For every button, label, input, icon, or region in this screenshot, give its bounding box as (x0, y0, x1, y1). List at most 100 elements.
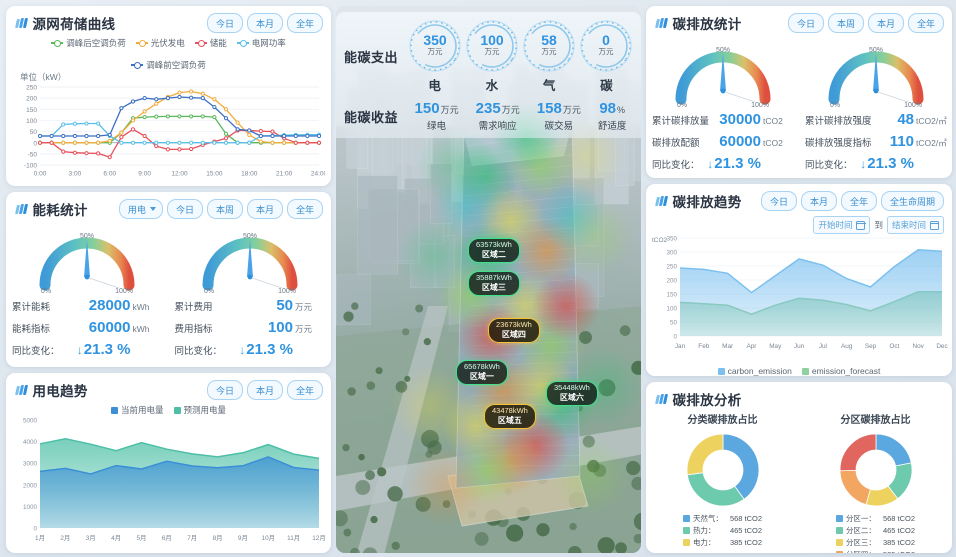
svg-text:Jan: Jan (675, 343, 686, 350)
svg-text:Sep: Sep (865, 343, 877, 350)
legend-label: 当前用电量 (120, 405, 164, 415)
expense-metric[interactable]: 0 万元碳 (578, 18, 634, 94)
svg-text:Nov: Nov (912, 343, 924, 350)
expense-metric[interactable]: 100 万元水 (464, 18, 520, 94)
tab-month[interactable]: 本月 (246, 199, 283, 219)
legend-item[interactable]: carbon_emission (717, 366, 792, 376)
svg-text:100%: 100% (278, 288, 296, 295)
income-group: 150万元 绿电 235万元 需求响应 158万元 碳交易 98% 舒适度 (406, 100, 635, 132)
svg-text:15:00: 15:00 (206, 171, 223, 178)
tab-week[interactable]: 本周 (206, 199, 243, 219)
tab-today[interactable]: 今日 (760, 191, 797, 211)
zone-energy-label[interactable]: 43478kWh 区域五 (484, 404, 536, 429)
card-source-net-load-curve: 源网荷储曲线 今日 本月 全年 调峰后空调负荷 光伏发电 储能 电网功率 调峰前空调负荷… (6, 6, 331, 186)
start-date-input[interactable]: 开始时间 (813, 216, 871, 234)
svg-text:0: 0 (33, 140, 37, 147)
zone-name: 区域六 (559, 392, 584, 402)
legend-item[interactable]: 光伏发电 (135, 37, 185, 49)
legend-item[interactable]: 调峰前空调负荷 (131, 59, 206, 71)
zone-energy-value: 63573kWh (476, 240, 512, 249)
donut-legend-item[interactable]: 热力： 465 tCO2 (682, 525, 762, 536)
svg-text:万元: 万元 (484, 47, 499, 56)
tab-today[interactable]: 今日 (206, 13, 243, 33)
donut-legend-item[interactable]: 电力： 385 tCO2 (682, 537, 762, 548)
zone-energy-value: 35887kWh (476, 273, 512, 282)
expense-metric[interactable]: 350 万元电 (407, 18, 463, 94)
metric-target-value: 60000 (719, 132, 761, 150)
tab-today[interactable]: 今日 (206, 380, 243, 400)
donut-legend-item[interactable]: 分区二： 465 tCO2 (835, 525, 915, 536)
tab-today[interactable]: 今日 (787, 13, 824, 33)
tab-year[interactable]: 全年 (907, 13, 944, 33)
zone-name: 区域五 (497, 415, 522, 425)
tab-month[interactable]: 本月 (246, 13, 283, 33)
tab-week[interactable]: 本周 (827, 13, 864, 33)
svg-text:200: 200 (666, 278, 677, 285)
metric-target: 能耗指标 60000 kWh (12, 317, 163, 339)
legend-label: 热力： (692, 526, 716, 535)
svg-text:万元: 万元 (427, 47, 442, 56)
tab-year[interactable]: 全年 (286, 380, 323, 400)
gauge-cell: 50% 0% 100% 累计碳排放强度 48 tCO2/㎡ 碳排放强度指标 110 tCO2/㎡… (799, 35, 952, 178)
donut-legend-item[interactable]: 分区三： 385 tCO2 (835, 537, 915, 548)
metric-change: 同比变化： ↓21.3 % (175, 339, 326, 361)
expense-caption: 水 (485, 79, 499, 93)
metric-target-value: 100 (267, 318, 293, 336)
income-metric[interactable]: 235万元 需求响应 (476, 100, 520, 132)
legend-item[interactable]: 调峰后空调负荷 (51, 37, 126, 49)
zone-energy-value: 43478kWh (492, 406, 528, 415)
income-metric[interactable]: 98% 舒适度 (598, 100, 627, 132)
donut-svg (839, 433, 912, 507)
legend-label: 电力： (692, 538, 716, 547)
svg-text:250: 250 (666, 264, 677, 271)
ring-gauge: 58万元 (523, 20, 575, 72)
svg-text:6:00: 6:00 (103, 171, 116, 178)
legend-label: 调峰后空调负荷 (66, 38, 126, 48)
legend-item[interactable]: 电网功率 (236, 37, 286, 49)
legend-item[interactable]: 当前用电量 (110, 404, 164, 416)
donut-legend-item[interactable]: 分区四：525 tCO2 (835, 549, 915, 553)
expense-ring-group: 350 万元电 100 万元水 58 万元气 0 万元碳 (406, 18, 635, 94)
svg-text:-50: -50 (28, 151, 38, 158)
tab-year[interactable]: 全年 (286, 199, 323, 219)
metric-change-label: 同比变化： (805, 159, 853, 171)
title-bars-icon (655, 18, 668, 28)
tab-lifecycle[interactable]: 全生命周期 (880, 191, 944, 211)
svg-text:21:00: 21:00 (276, 171, 293, 178)
svg-text:50%: 50% (715, 47, 729, 54)
legend-swatch (682, 515, 690, 522)
zone-energy-label[interactable]: 23673kWh 区域四 (488, 318, 540, 343)
expense-metric[interactable]: 58 万元气 (521, 18, 577, 94)
tab-today[interactable]: 今日 (166, 199, 203, 219)
energy-type-select[interactable]: 用电 (118, 199, 163, 219)
legend-value: 525 tCO2 (883, 550, 915, 553)
tab-year[interactable]: 全年 (286, 13, 323, 33)
zone-energy-label[interactable]: 65678kWh 区域一 (456, 360, 508, 385)
legend-label: carbon_emission (727, 366, 792, 376)
income-metric[interactable]: 150万元 绿电 (415, 100, 459, 132)
end-date-input[interactable]: 结束时间 (886, 216, 944, 234)
income-row-label: 能碳收益 (344, 109, 399, 125)
tab-month[interactable]: 本月 (800, 191, 837, 211)
legend-item[interactable]: emission_forecast (801, 366, 880, 376)
metric-total-label: 累计碳排放强度 (805, 116, 872, 127)
zone-energy-label[interactable]: 35887kWh 区域三 (468, 271, 520, 296)
svg-text:0%: 0% (830, 102, 840, 109)
svg-text:9:00: 9:00 (138, 171, 151, 178)
zone-energy-label[interactable]: 35448kWh 区域六 (546, 381, 598, 406)
donut-legend-item[interactable]: 分区一： 568 tCO2 (835, 513, 915, 524)
tab-month[interactable]: 本月 (246, 380, 283, 400)
tab-year[interactable]: 全年 (840, 191, 877, 211)
svg-text:6月: 6月 (162, 534, 172, 542)
legend-item[interactable]: 预测用电量 (173, 404, 226, 416)
legend-label: 天然气： (692, 514, 723, 523)
metric-total-value: 50 (276, 297, 293, 314)
metric-total-value: 48 (897, 111, 914, 128)
tab-month[interactable]: 本月 (867, 13, 904, 33)
zone-energy-label[interactable]: 63573kWh 区域二 (468, 238, 520, 263)
svg-text:万元: 万元 (599, 47, 614, 56)
donut-legend-item[interactable]: 天然气： 568 tCO2 (682, 513, 762, 524)
income-metric[interactable]: 158万元 碳交易 (537, 100, 581, 132)
legend-item[interactable]: 储能 (194, 37, 227, 49)
